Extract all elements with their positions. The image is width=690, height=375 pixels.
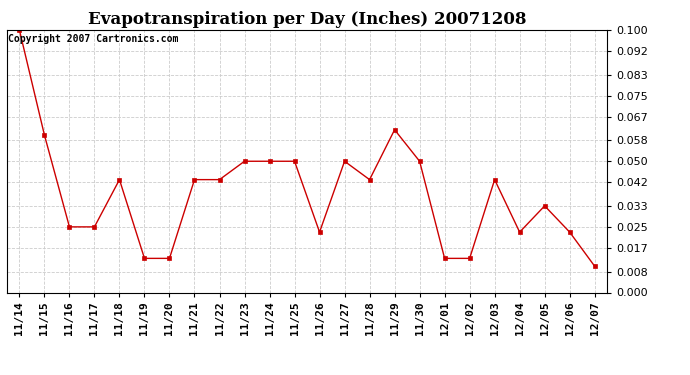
Title: Evapotranspiration per Day (Inches) 20071208: Evapotranspiration per Day (Inches) 2007…	[88, 12, 526, 28]
Text: Copyright 2007 Cartronics.com: Copyright 2007 Cartronics.com	[8, 34, 179, 44]
